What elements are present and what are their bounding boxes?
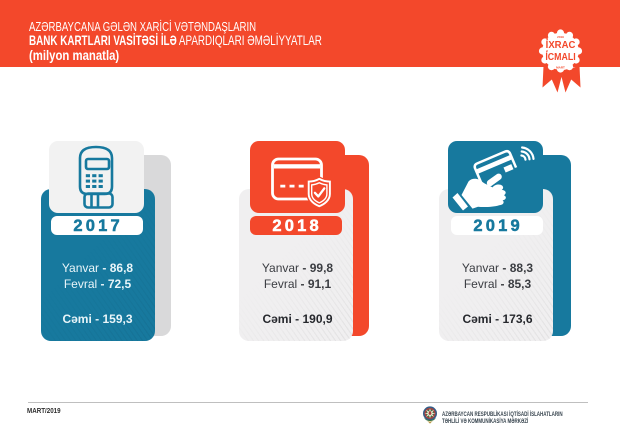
svg-text:İXRAC: İXRAC [546, 37, 576, 51]
svg-text:2019: 2019 [557, 35, 564, 39]
svg-text:İCMALI: İCMALI [545, 51, 576, 63]
svg-text:MART: MART [556, 65, 565, 69]
